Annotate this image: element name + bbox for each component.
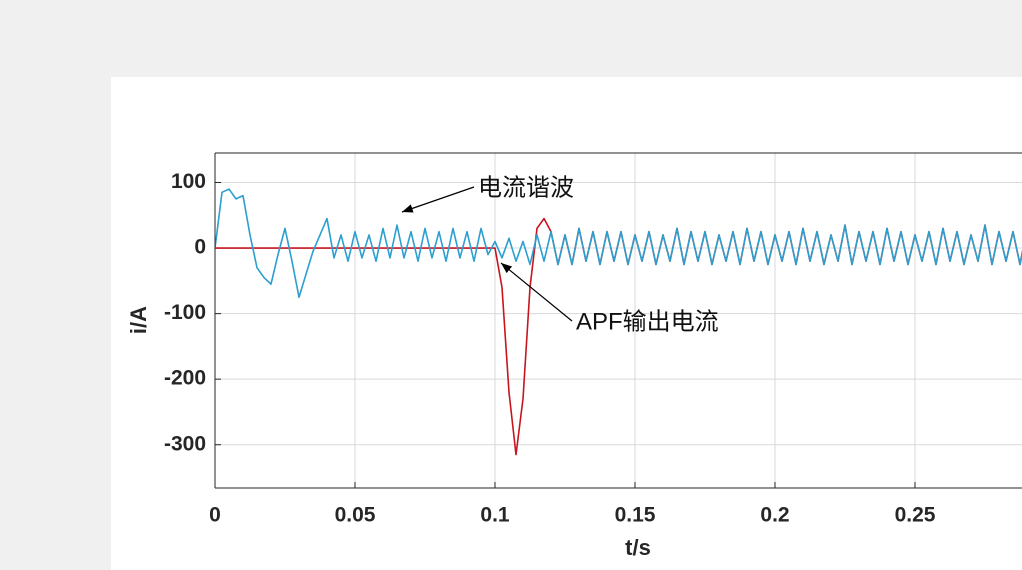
y-tick-label: -300 <box>164 432 206 455</box>
x-tick-label: 0.1 <box>480 504 510 527</box>
series-line <box>215 188 1022 299</box>
x-tick-label: 0.15 <box>615 504 656 527</box>
x-axis-label: t/s <box>625 535 651 560</box>
plot-area <box>215 188 1022 456</box>
x-tick-label: 0 <box>209 504 221 527</box>
annotation-arrow <box>500 262 573 322</box>
y-tick-label: -200 <box>164 367 206 390</box>
y-axis-label: i/A <box>126 306 151 334</box>
annotation: APF输出电流 <box>576 308 719 335</box>
figure-panel <box>111 77 1022 570</box>
annotation: 电流谐波 <box>478 174 574 201</box>
x-tick-label: 0.05 <box>335 504 376 527</box>
x-tick-label: 0.2 <box>760 504 789 527</box>
y-tick-label: 0 <box>194 236 206 259</box>
axes-frame <box>214 152 1022 489</box>
annotation-arrow <box>401 186 475 213</box>
x-tick-label: 0.25 <box>895 504 936 527</box>
y-tick-label: -100 <box>164 301 206 324</box>
y-tick-label: 100 <box>171 170 206 193</box>
